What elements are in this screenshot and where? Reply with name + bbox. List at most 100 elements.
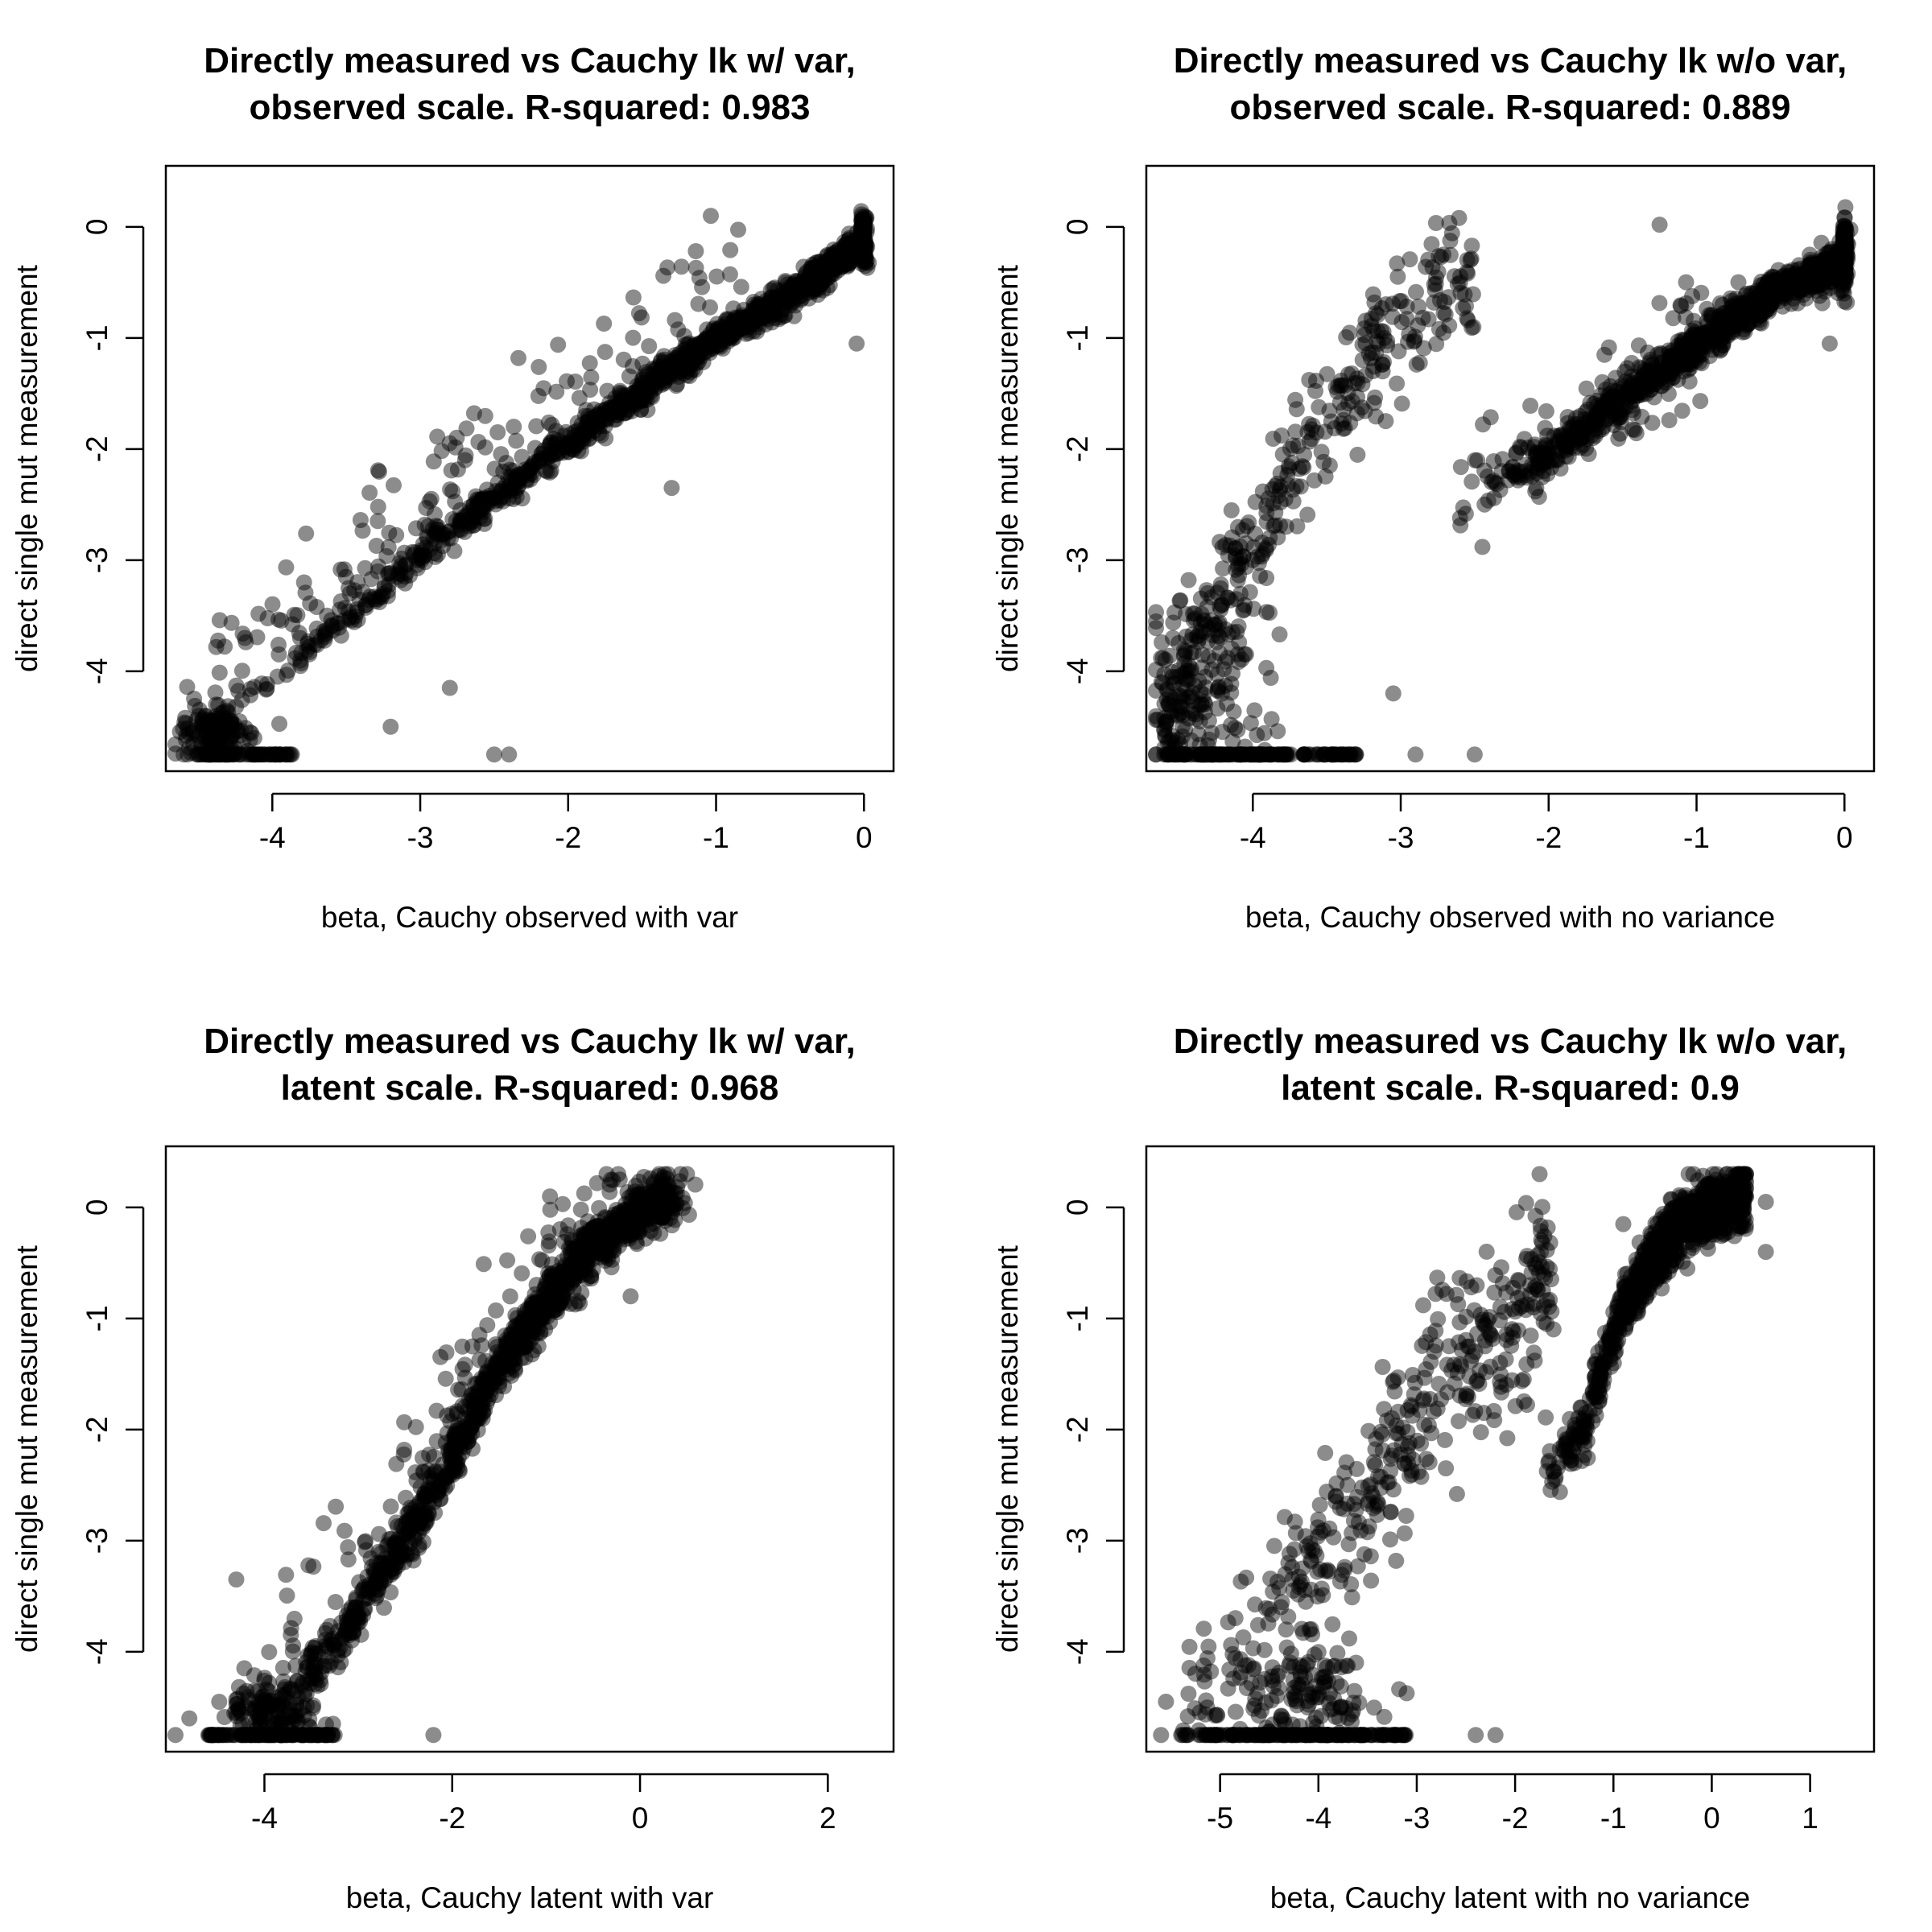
panel-1-point bbox=[771, 290, 788, 307]
panel-1-point bbox=[568, 437, 584, 454]
panel-2-point bbox=[1686, 351, 1703, 368]
panel-1-point bbox=[787, 273, 804, 289]
panel-1-point bbox=[580, 419, 597, 436]
panel-3-point bbox=[430, 1483, 447, 1500]
panel-1-point bbox=[799, 263, 815, 280]
panel-1-point bbox=[738, 325, 754, 342]
panel-1-point bbox=[254, 675, 270, 692]
panel-1-point bbox=[449, 522, 466, 539]
panel-2-point bbox=[1199, 584, 1216, 601]
panel-1-point bbox=[722, 320, 739, 337]
panel-1-point bbox=[811, 274, 828, 291]
panel-1-point bbox=[469, 497, 485, 514]
panel-1-point bbox=[763, 291, 780, 308]
panel-3-point bbox=[273, 1712, 289, 1729]
panel-2-point bbox=[1715, 337, 1732, 354]
panel-1-point bbox=[217, 638, 233, 655]
panel-1-point bbox=[815, 273, 832, 290]
panel-1-point bbox=[852, 247, 868, 264]
panel-1-point bbox=[563, 426, 579, 443]
panel-1-point bbox=[665, 361, 682, 378]
panel-1-point bbox=[820, 256, 837, 273]
panel-2-point bbox=[1223, 502, 1240, 518]
panel-1-point bbox=[279, 667, 295, 683]
panel-1-point bbox=[618, 404, 635, 421]
panel-1-point bbox=[854, 249, 871, 266]
panel-1-point bbox=[690, 345, 707, 362]
panel-1-point bbox=[785, 280, 802, 297]
panel-1-point bbox=[543, 435, 559, 451]
panel-1-point bbox=[812, 275, 829, 291]
panel-1-point bbox=[523, 458, 540, 475]
panel-1-point bbox=[289, 607, 306, 624]
panel-1-point bbox=[836, 242, 853, 259]
panel-1-point bbox=[770, 291, 787, 308]
panel-1-point bbox=[605, 399, 622, 416]
panel-1-point bbox=[683, 356, 700, 373]
panel-1-point bbox=[508, 489, 525, 506]
panel-1-point bbox=[398, 564, 415, 581]
panel-1-point bbox=[766, 296, 782, 312]
panel-1-point bbox=[767, 289, 784, 306]
panel-1-point bbox=[349, 601, 365, 617]
panel-3-point bbox=[357, 1542, 374, 1558]
panel-1-point bbox=[826, 245, 843, 262]
panel-1-point bbox=[848, 239, 865, 256]
panel-2-point bbox=[1512, 439, 1529, 455]
panel-1-point bbox=[840, 255, 857, 272]
panel-1-point bbox=[548, 445, 565, 462]
panel-2-point bbox=[1613, 378, 1629, 394]
panel-1-point bbox=[720, 312, 737, 328]
panel-1-point bbox=[737, 309, 754, 326]
panel-1-point bbox=[687, 345, 704, 361]
panel-1-point bbox=[613, 387, 630, 404]
panel-1-point bbox=[591, 409, 608, 425]
panel-1-point bbox=[646, 380, 663, 397]
panel-1-point bbox=[663, 364, 679, 381]
panel-1-point bbox=[292, 658, 309, 675]
panel-1-point bbox=[613, 399, 630, 416]
panel-1-point bbox=[626, 387, 643, 404]
panel-1-point bbox=[522, 471, 539, 488]
panel-1-point bbox=[470, 492, 487, 509]
panel-3-point bbox=[279, 1587, 295, 1604]
panel-1-point bbox=[774, 302, 791, 318]
panel-2-y-tick-label: -3 bbox=[1061, 547, 1094, 573]
panel-1-point bbox=[844, 248, 861, 265]
panel-1-point bbox=[762, 298, 779, 314]
panel-1-point bbox=[730, 320, 747, 336]
panel-1-point bbox=[696, 339, 713, 356]
panel-1-point bbox=[651, 362, 668, 378]
panel-1-point bbox=[570, 422, 587, 439]
panel-1-point bbox=[814, 258, 831, 275]
panel-2-point bbox=[1596, 346, 1613, 363]
panel-1-point bbox=[662, 357, 679, 374]
panel-1-point bbox=[679, 367, 696, 384]
panel-2-point bbox=[1197, 746, 1214, 763]
panel-1-point bbox=[823, 248, 840, 265]
panel-1-point bbox=[301, 638, 318, 655]
panel-1-point bbox=[705, 336, 722, 353]
panel-1-point bbox=[681, 357, 698, 374]
panel-1-point bbox=[308, 637, 325, 654]
panel-1-point bbox=[704, 341, 720, 357]
panel-1-point bbox=[833, 247, 850, 264]
panel-3-point bbox=[287, 1657, 304, 1674]
panel-1-point bbox=[465, 506, 482, 523]
panel-1-point bbox=[444, 511, 461, 527]
panel-1-point bbox=[673, 356, 690, 373]
panel-1-point bbox=[388, 526, 405, 543]
panel-1-point bbox=[786, 308, 803, 324]
panel-1-point bbox=[474, 501, 491, 518]
panel-1-point bbox=[634, 371, 651, 388]
panel-1-point bbox=[386, 477, 402, 493]
panel-1-point bbox=[837, 254, 854, 271]
panel-1-point bbox=[592, 402, 609, 419]
panel-1-point bbox=[361, 485, 378, 501]
panel-1-point bbox=[510, 469, 527, 486]
panel-1-point bbox=[317, 626, 334, 643]
panel-1-point bbox=[799, 284, 816, 301]
panel-1-point bbox=[786, 292, 803, 309]
panel-1-point bbox=[696, 333, 712, 349]
panel-1-y-tick-label: -3 bbox=[80, 547, 114, 573]
